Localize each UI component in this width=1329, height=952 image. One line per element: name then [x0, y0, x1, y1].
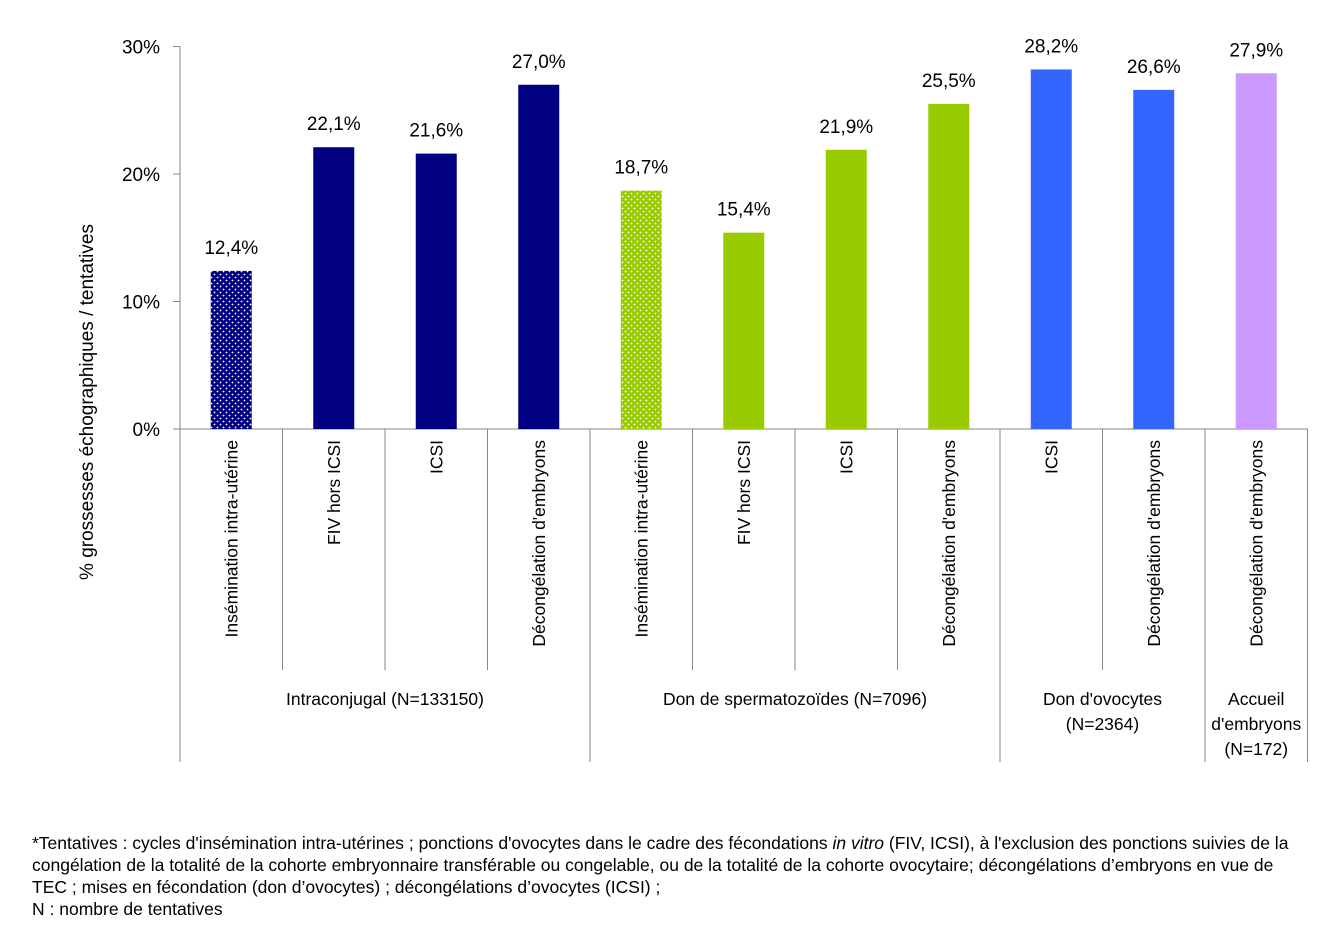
group-label: Intraconjugal (N=133150) [286, 689, 484, 709]
bar [518, 84, 560, 429]
bar-chart: 0% 10% 20% 30% % grossesses échographiques /… [77, 36, 1308, 762]
category-label: FIV hors ICSI [734, 440, 754, 545]
y-axis-title: % grossesses échographiques / tentatives [77, 224, 98, 580]
data-label: 15,4% [717, 200, 771, 221]
y-tick-label: 0% [133, 420, 161, 441]
group-label: d'embryons [1211, 714, 1301, 734]
footnote-text-1: *Tentatives : cycles d'insémination intr… [32, 833, 833, 853]
labels: 0% 10% 20% 30% % grossesses échographiques /… [77, 36, 1301, 759]
group-label: Accueil [1228, 689, 1284, 709]
data-label: 28,2% [1024, 36, 1078, 57]
y-tick-label: 20% [122, 165, 160, 186]
y-tick-label: 30% [122, 38, 160, 59]
footnote-definition: *Tentatives : cycles d'insémination intr… [32, 832, 1312, 898]
category-label: Insémination intra-utérine [631, 440, 651, 637]
footnote-italic: in vitro [832, 833, 885, 853]
group-label: Don de spermatozoïdes (N=7096) [663, 689, 927, 709]
group-label: (N=2364) [1066, 714, 1139, 734]
bar [1235, 73, 1277, 430]
footnote-n-definition: N : nombre de tentatives [32, 899, 223, 919]
data-label: 21,9% [819, 117, 873, 138]
data-label: 27,9% [1229, 40, 1283, 61]
bar-dot-pattern [620, 190, 662, 429]
category-label: ICSI [836, 440, 856, 474]
category-label: ICSI [426, 440, 446, 474]
footnote: *Tentatives : cycles d'insémination intr… [32, 832, 1312, 920]
bars [210, 69, 1277, 430]
bar [723, 232, 765, 429]
data-label: 18,7% [614, 158, 668, 179]
data-label: 21,6% [409, 121, 463, 142]
category-label: Décongélation d'embryons [1246, 440, 1266, 647]
category-label: Décongélation d'embryons [939, 440, 959, 647]
data-label: 26,6% [1127, 57, 1181, 78]
footnote-text-2: (FIV, ICSI), à l'exclusion des ponctions… [32, 833, 1289, 897]
category-label: Décongélation d'embryons [1144, 440, 1164, 647]
category-label: Insémination intra-utérine [221, 440, 241, 637]
bar [1030, 69, 1072, 429]
axes [173, 46, 1308, 762]
group-label: (N=172) [1224, 739, 1288, 759]
bar-dot-pattern [210, 270, 252, 429]
bar [313, 147, 355, 429]
bar [1133, 89, 1175, 429]
bar [825, 149, 867, 429]
data-label: 25,5% [922, 71, 976, 92]
category-label: FIV hors ICSI [324, 440, 344, 545]
bar [928, 103, 970, 429]
data-label: 22,1% [307, 114, 361, 135]
data-label: 27,0% [512, 52, 566, 73]
group-label: Don d'ovocytes [1043, 689, 1162, 709]
bar [415, 153, 457, 429]
category-label: Décongélation d'embryons [529, 440, 549, 647]
y-tick-label: 10% [122, 293, 160, 314]
category-label: ICSI [1041, 440, 1061, 474]
data-label: 12,4% [204, 238, 258, 259]
